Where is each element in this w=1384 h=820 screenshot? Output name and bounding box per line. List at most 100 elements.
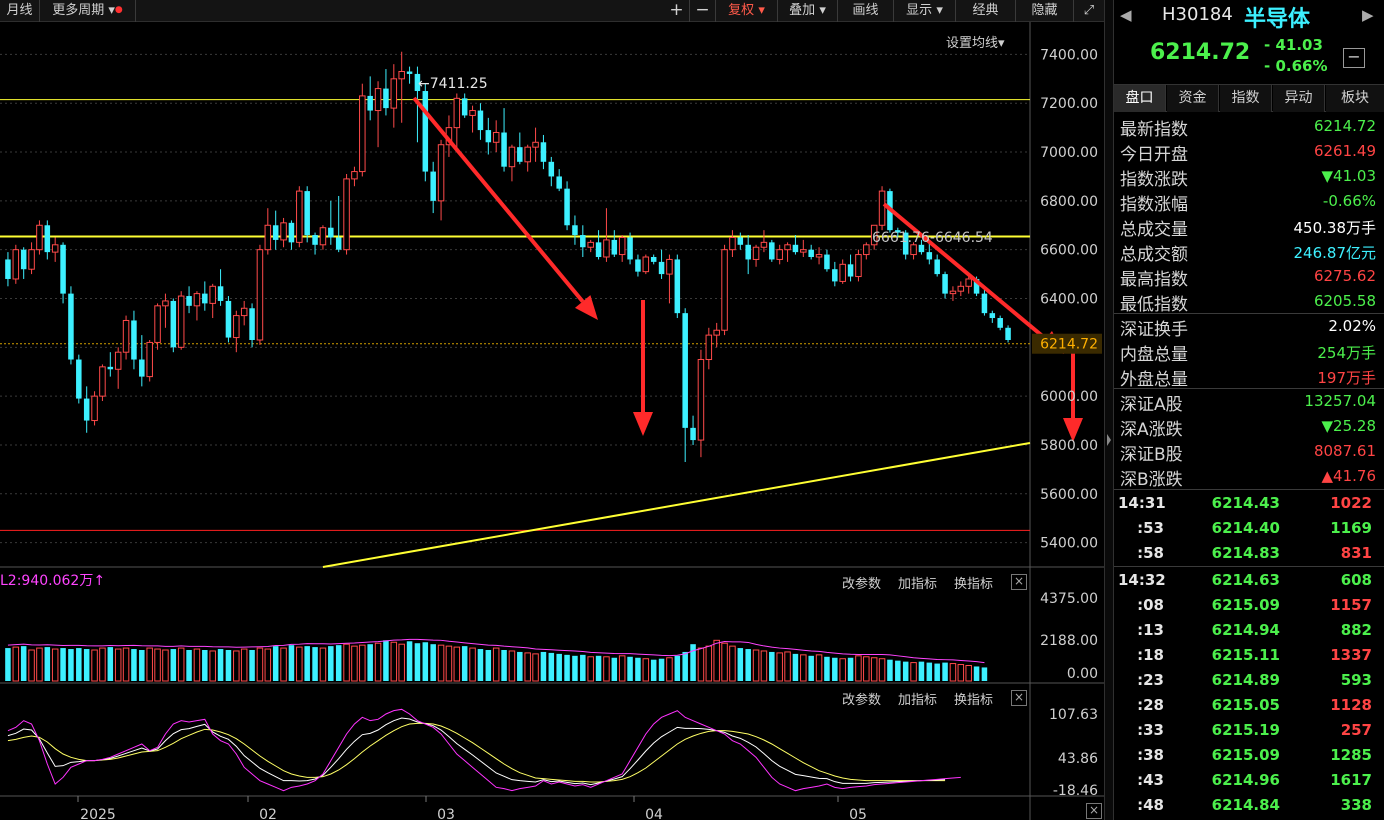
volume-bar [540, 651, 547, 681]
volume-bar [217, 649, 224, 681]
volume-bar [697, 647, 705, 682]
volume-bar [312, 647, 318, 681]
volume-bar [517, 651, 523, 681]
collapse-icon[interactable]: − [1343, 48, 1365, 68]
panel-splitter[interactable] [1104, 0, 1114, 820]
hide-button[interactable]: 隐藏 [1016, 0, 1074, 22]
tab-capital[interactable]: 资金 [1167, 85, 1219, 112]
volume-bar [949, 663, 957, 682]
tick-time: :53 [1137, 519, 1164, 537]
candle-body [832, 269, 838, 282]
quote-label: 总成交额 [1120, 245, 1188, 265]
candle-body [217, 286, 224, 301]
osc-add-indicator-button[interactable]: 加指标 [898, 693, 938, 708]
classic-button[interactable]: 经典 [956, 0, 1016, 22]
current-price: 6214.72 [1150, 40, 1251, 65]
quote-value: 6275.62 [1313, 267, 1376, 285]
quote-label: 指数涨幅 [1120, 195, 1188, 215]
candle-body [697, 359, 705, 441]
dropdown-caret-icon: ▾ [936, 3, 943, 18]
tick-volume: 257 [1340, 721, 1372, 739]
candle-body [855, 254, 862, 278]
zoom-in-button[interactable]: + [664, 0, 690, 22]
volume-bar [374, 642, 382, 682]
volume-bar [863, 656, 870, 682]
period-monthly-tab[interactable]: 月线 [0, 0, 40, 22]
x-axis-label: 05 [849, 807, 867, 820]
tick-time: 14:31 [1118, 494, 1166, 512]
volume-edit-params-button[interactable]: 改参数 [842, 577, 882, 592]
volume-bar [202, 650, 208, 681]
tab-abnormal[interactable]: 异动 [1273, 85, 1325, 112]
volume-bar [170, 649, 177, 681]
tick-row: :58 6214.83 831 [1114, 540, 1384, 565]
volume-bar [973, 666, 980, 681]
draw-line-button[interactable]: 画线 [838, 0, 894, 22]
candlestick-chart[interactable]: 7400.00 7200.00 7000.00 6800.00 6600.00 6400.… [0, 22, 1104, 820]
candle-body [36, 224, 43, 251]
candle-body [658, 261, 665, 275]
dropdown-caret-icon: ▾ [998, 36, 1005, 51]
red-arrow-head [574, 295, 598, 320]
volume-tick-label: 2188.00 [1040, 633, 1098, 649]
candle-body [154, 305, 161, 343]
chart-close-icon[interactable]: × [1086, 803, 1102, 819]
volume-bar [587, 656, 594, 682]
red-arrow-head [1063, 418, 1083, 442]
candle-body [981, 293, 988, 314]
osc-close-icon[interactable]: × [1011, 690, 1027, 706]
x-axis-label: 2025 [80, 807, 116, 820]
candle-body [769, 242, 775, 260]
adjust-right-button[interactable]: 复权 ▾ [716, 0, 778, 22]
quote-row: 最高指数 6275.62 [1114, 263, 1384, 290]
volume-bar [390, 641, 398, 682]
candle-body [705, 334, 713, 361]
volume-switch-indicator-button[interactable]: 换指标 [954, 577, 994, 592]
dropdown-caret-icon: ▾ [108, 3, 115, 18]
tab-index[interactable]: 指数 [1220, 85, 1272, 112]
candle-body [83, 398, 90, 421]
quote-separator [1114, 388, 1384, 389]
x-axis-label: 04 [645, 807, 663, 820]
osc-edit-params-button[interactable]: 改参数 [842, 693, 882, 708]
prev-stock-icon[interactable]: ◀ [1120, 6, 1132, 24]
more-periods-dropdown[interactable]: 更多周期 ▾● [40, 0, 136, 22]
candle-body [878, 190, 886, 226]
next-stock-icon[interactable]: ▶ [1362, 6, 1374, 24]
volume-close-icon[interactable]: × [1011, 574, 1027, 590]
ma-settings-button[interactable]: 设置均线▾ [946, 32, 1005, 51]
volume-bar [177, 647, 185, 682]
zoom-out-button[interactable]: − [690, 0, 716, 22]
quote-row: 指数涨跌 ▼41.03 [1114, 163, 1384, 190]
display-button[interactable]: 显示 ▾ [894, 0, 956, 22]
osc-switch-indicator-button[interactable]: 换指标 [954, 693, 994, 708]
ma-settings-label: 设置均线 [946, 36, 999, 51]
quote-tabs: 盘口 资金 指数 异动 板块 [1114, 84, 1384, 112]
fullscreen-icon[interactable]: ⤢ [1083, 3, 1095, 18]
volume-bar [146, 647, 153, 682]
volume-bar [792, 653, 799, 681]
quote-row: 深证换手 2.02% [1114, 313, 1384, 340]
red-arrow-shaft [412, 96, 585, 303]
overlay-button[interactable]: 叠加 ▾ [778, 0, 838, 22]
tab-handicap[interactable]: 盘口 [1114, 85, 1166, 112]
volume-tick-label: 4375.00 [1040, 591, 1098, 607]
volume-add-indicator-button[interactable]: 加指标 [898, 577, 938, 592]
candle-body [532, 141, 539, 148]
tab-sector[interactable]: 板块 [1326, 85, 1384, 112]
quote-row: 深证A股 13257.04 [1114, 388, 1384, 415]
peak-label: ←7411.25 [418, 76, 488, 92]
tick-volume: 1337 [1330, 646, 1372, 664]
candle-body [564, 188, 570, 226]
dropdown-caret-icon: ▾ [758, 3, 765, 18]
quote-label: 最高指数 [1120, 270, 1188, 290]
range-label: 6661.76-6646.54 [872, 230, 993, 246]
volume-bar [272, 646, 279, 681]
tick-price: 6215.19 [1211, 721, 1280, 739]
tick-price: 6214.84 [1211, 796, 1280, 814]
candle-body [627, 237, 633, 260]
quote-value: ▼25.28 [1321, 417, 1376, 435]
tick-time: :28 [1137, 696, 1164, 714]
candle-body [44, 225, 51, 253]
candle-body [870, 224, 878, 246]
